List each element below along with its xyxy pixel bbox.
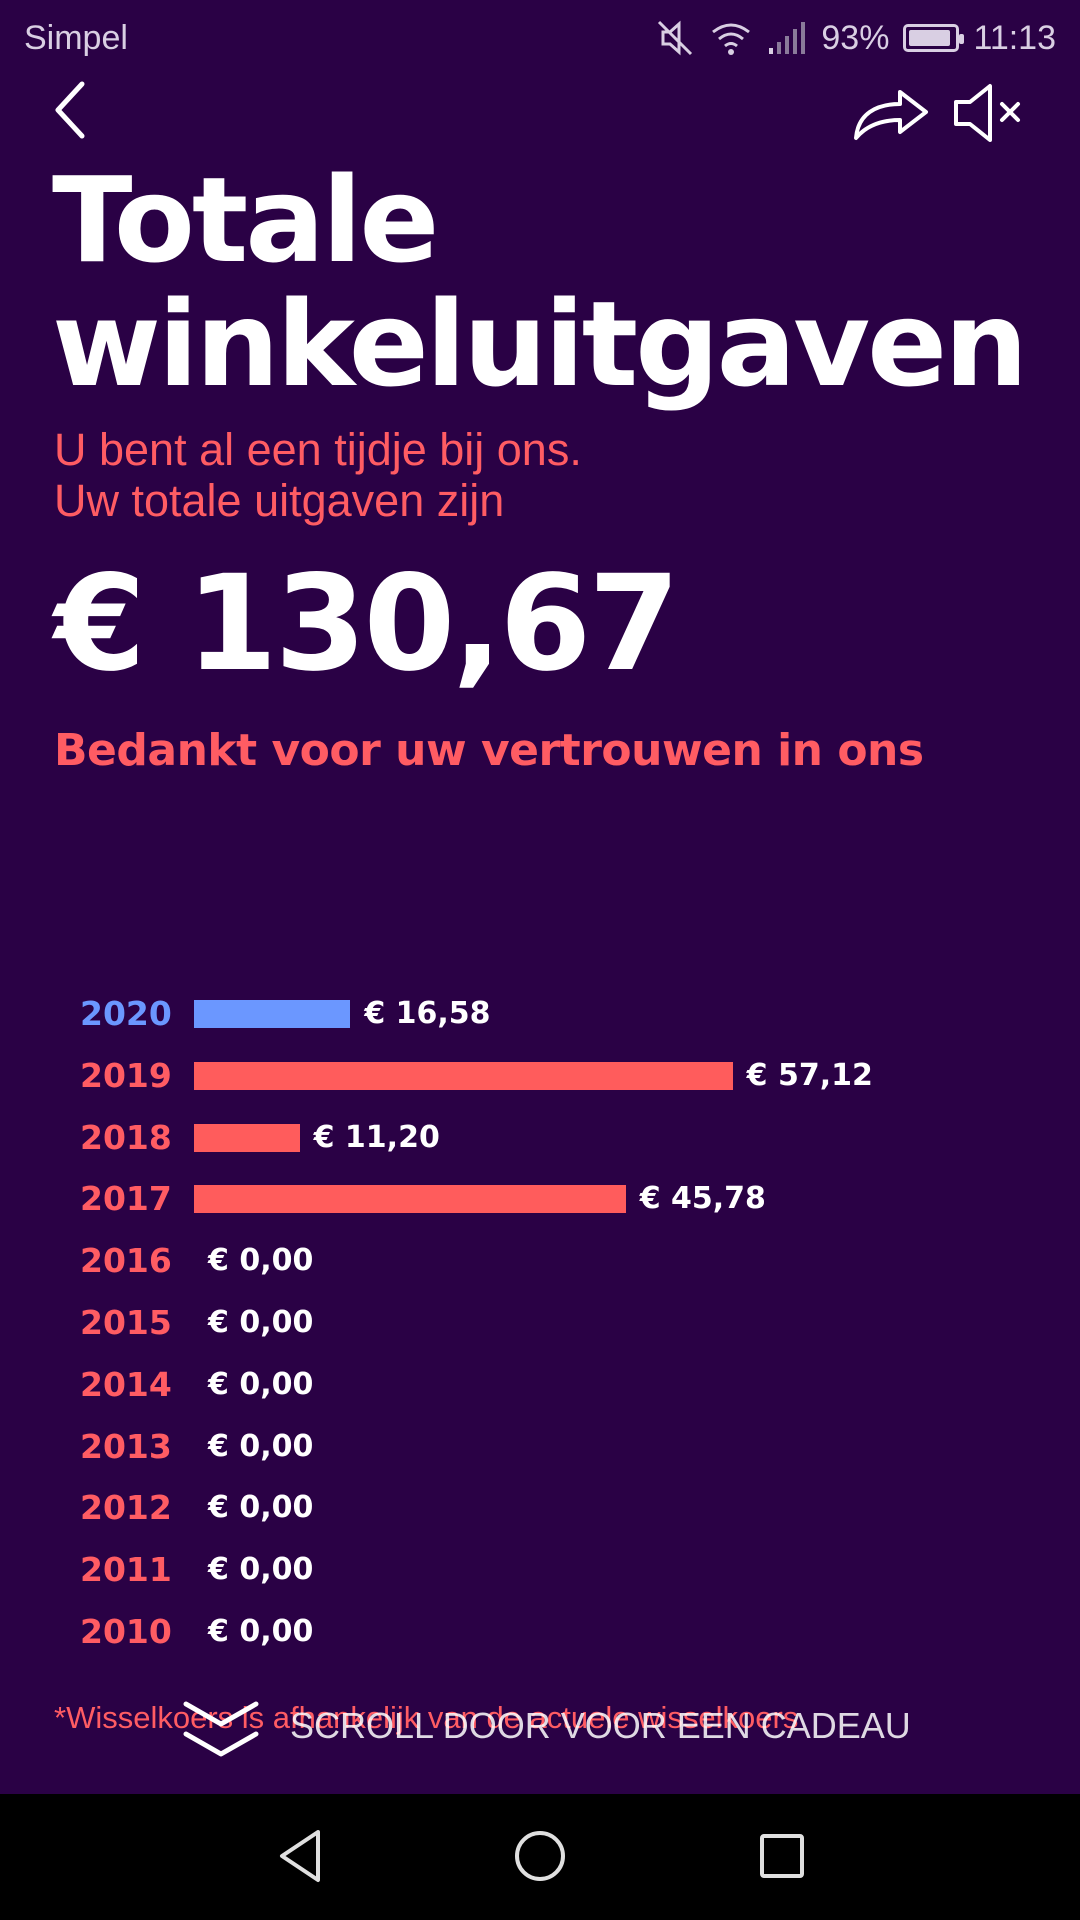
status-bar: Simpel 93% 11:13 — [0, 0, 1080, 76]
bar-2020 — [194, 1000, 351, 1028]
value-label-2018: € 11,20 — [313, 1119, 440, 1155]
year-label-2020: 2020 — [80, 994, 172, 1033]
page-title-line: winkeluitgaven — [52, 275, 1028, 413]
scroll-hint[interactable]: SCROLL DOOR VOOR EEN CADEAU — [0, 1692, 1080, 1772]
signal-icon — [769, 22, 806, 54]
year-label-2016: 2016 — [80, 1241, 172, 1281]
year-label-2011: 2011 — [80, 1550, 172, 1590]
value-label-2010: € 0,00 — [208, 1614, 314, 1649]
value-label-2011: € 0,00 — [208, 1552, 314, 1588]
status-icons: 93% 11:13 — [655, 18, 1056, 58]
subtitle-line-2: Uw totale uitgaven zijn — [54, 475, 505, 526]
value-label-2020: € 16,58 — [364, 996, 491, 1031]
battery-percent: 93% — [821, 18, 890, 57]
scroll-hint-text: SCROLL DOOR VOOR EEN CADEAU — [290, 1705, 911, 1746]
thanks-message: Bedankt voor uw vertrouwen in ons — [54, 725, 924, 776]
year-label-2010: 2010 — [80, 1612, 172, 1651]
year-label-2017: 2017 — [80, 1179, 172, 1219]
year-label-2015: 2015 — [80, 1303, 172, 1342]
wifi-icon — [712, 23, 751, 55]
year-label-2012: 2012 — [80, 1488, 172, 1528]
value-label-2016: € 0,00 — [208, 1243, 314, 1279]
footnote: *Wisselkoers is afhankelijk van de actue… — [54, 1700, 799, 1735]
bar-2018 — [194, 1123, 300, 1152]
bar-2017 — [194, 1185, 626, 1214]
carrier-label: Simpel — [24, 18, 128, 57]
page-title: Totale winkeluitgaven — [52, 158, 1052, 406]
speaker-muted-icon[interactable] — [950, 78, 1030, 148]
chevron-left-icon[interactable] — [44, 76, 104, 146]
value-label-2017: € 45,78 — [639, 1181, 766, 1217]
subtitle-line-1: U bent al een tijdje bij ons. — [54, 424, 582, 475]
total-amount: € 130,67 — [54, 547, 680, 701]
double-chevron-down-icon — [183, 1701, 259, 1757]
share-arrow-icon[interactable] — [850, 80, 934, 146]
mute-icon — [658, 20, 693, 56]
page-title-line: Totale — [52, 151, 439, 289]
clock: 11:13 — [973, 18, 1056, 57]
battery-icon — [903, 24, 965, 52]
value-label-2014: € 0,00 — [208, 1366, 314, 1402]
year-label-2018: 2018 — [80, 1117, 172, 1157]
top-nav — [0, 76, 1080, 150]
battery-fill — [909, 30, 951, 46]
system-nav-bar — [0, 1794, 1080, 1920]
square-recent-icon[interactable] — [752, 1824, 812, 1888]
circle-home-icon[interactable] — [510, 1824, 570, 1888]
value-label-2012: € 0,00 — [208, 1490, 314, 1526]
value-label-2013: € 0,00 — [208, 1428, 314, 1464]
bar-2019 — [194, 1061, 733, 1090]
triangle-back-icon[interactable] — [272, 1824, 328, 1888]
value-label-2019: € 57,12 — [746, 1057, 873, 1093]
year-label-2019: 2019 — [80, 1055, 172, 1095]
subtitle: U bent al een tijdje bij ons. Uw totale … — [54, 424, 1014, 526]
year-label-2013: 2013 — [80, 1426, 172, 1466]
year-label-2014: 2014 — [80, 1364, 172, 1404]
value-label-2015: € 0,00 — [208, 1305, 314, 1340]
